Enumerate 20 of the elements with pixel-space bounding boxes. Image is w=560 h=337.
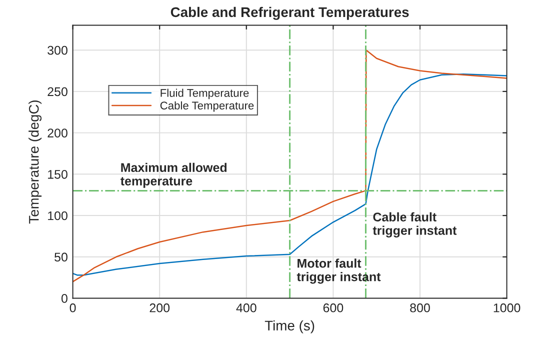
y-tick-label: 300 (48, 46, 68, 55)
y-axis-title: Temperature (degC) (28, 100, 42, 224)
chart-title: Cable and Refrigerant Temperatures (170, 6, 409, 20)
legend-label: Cable Temperature (160, 101, 254, 112)
annotation: Cable fault trigger instant (372, 212, 457, 238)
x-tick-label: 200 (150, 303, 170, 312)
x-tick-label: 400 (236, 303, 256, 312)
y-tick-label: 100 (48, 211, 68, 220)
y-tick-label: 50 (54, 252, 68, 262)
x-tick-label: 0 (70, 303, 76, 312)
x-tick-label: 600 (323, 303, 344, 312)
y-tick-label: 200 (48, 128, 68, 138)
y-tick-label: 250 (48, 87, 68, 96)
x-tick-label: 800 (410, 303, 430, 312)
annotation: Maximum allowed temperature (120, 162, 227, 188)
legend-label: Fluid Temperature (160, 88, 249, 100)
x-tick-label: 1000 (494, 303, 520, 312)
x-axis-title: Time (s) (264, 320, 314, 334)
y-tick-label: 0 (61, 294, 68, 303)
y-tick-label: 150 (48, 170, 68, 179)
